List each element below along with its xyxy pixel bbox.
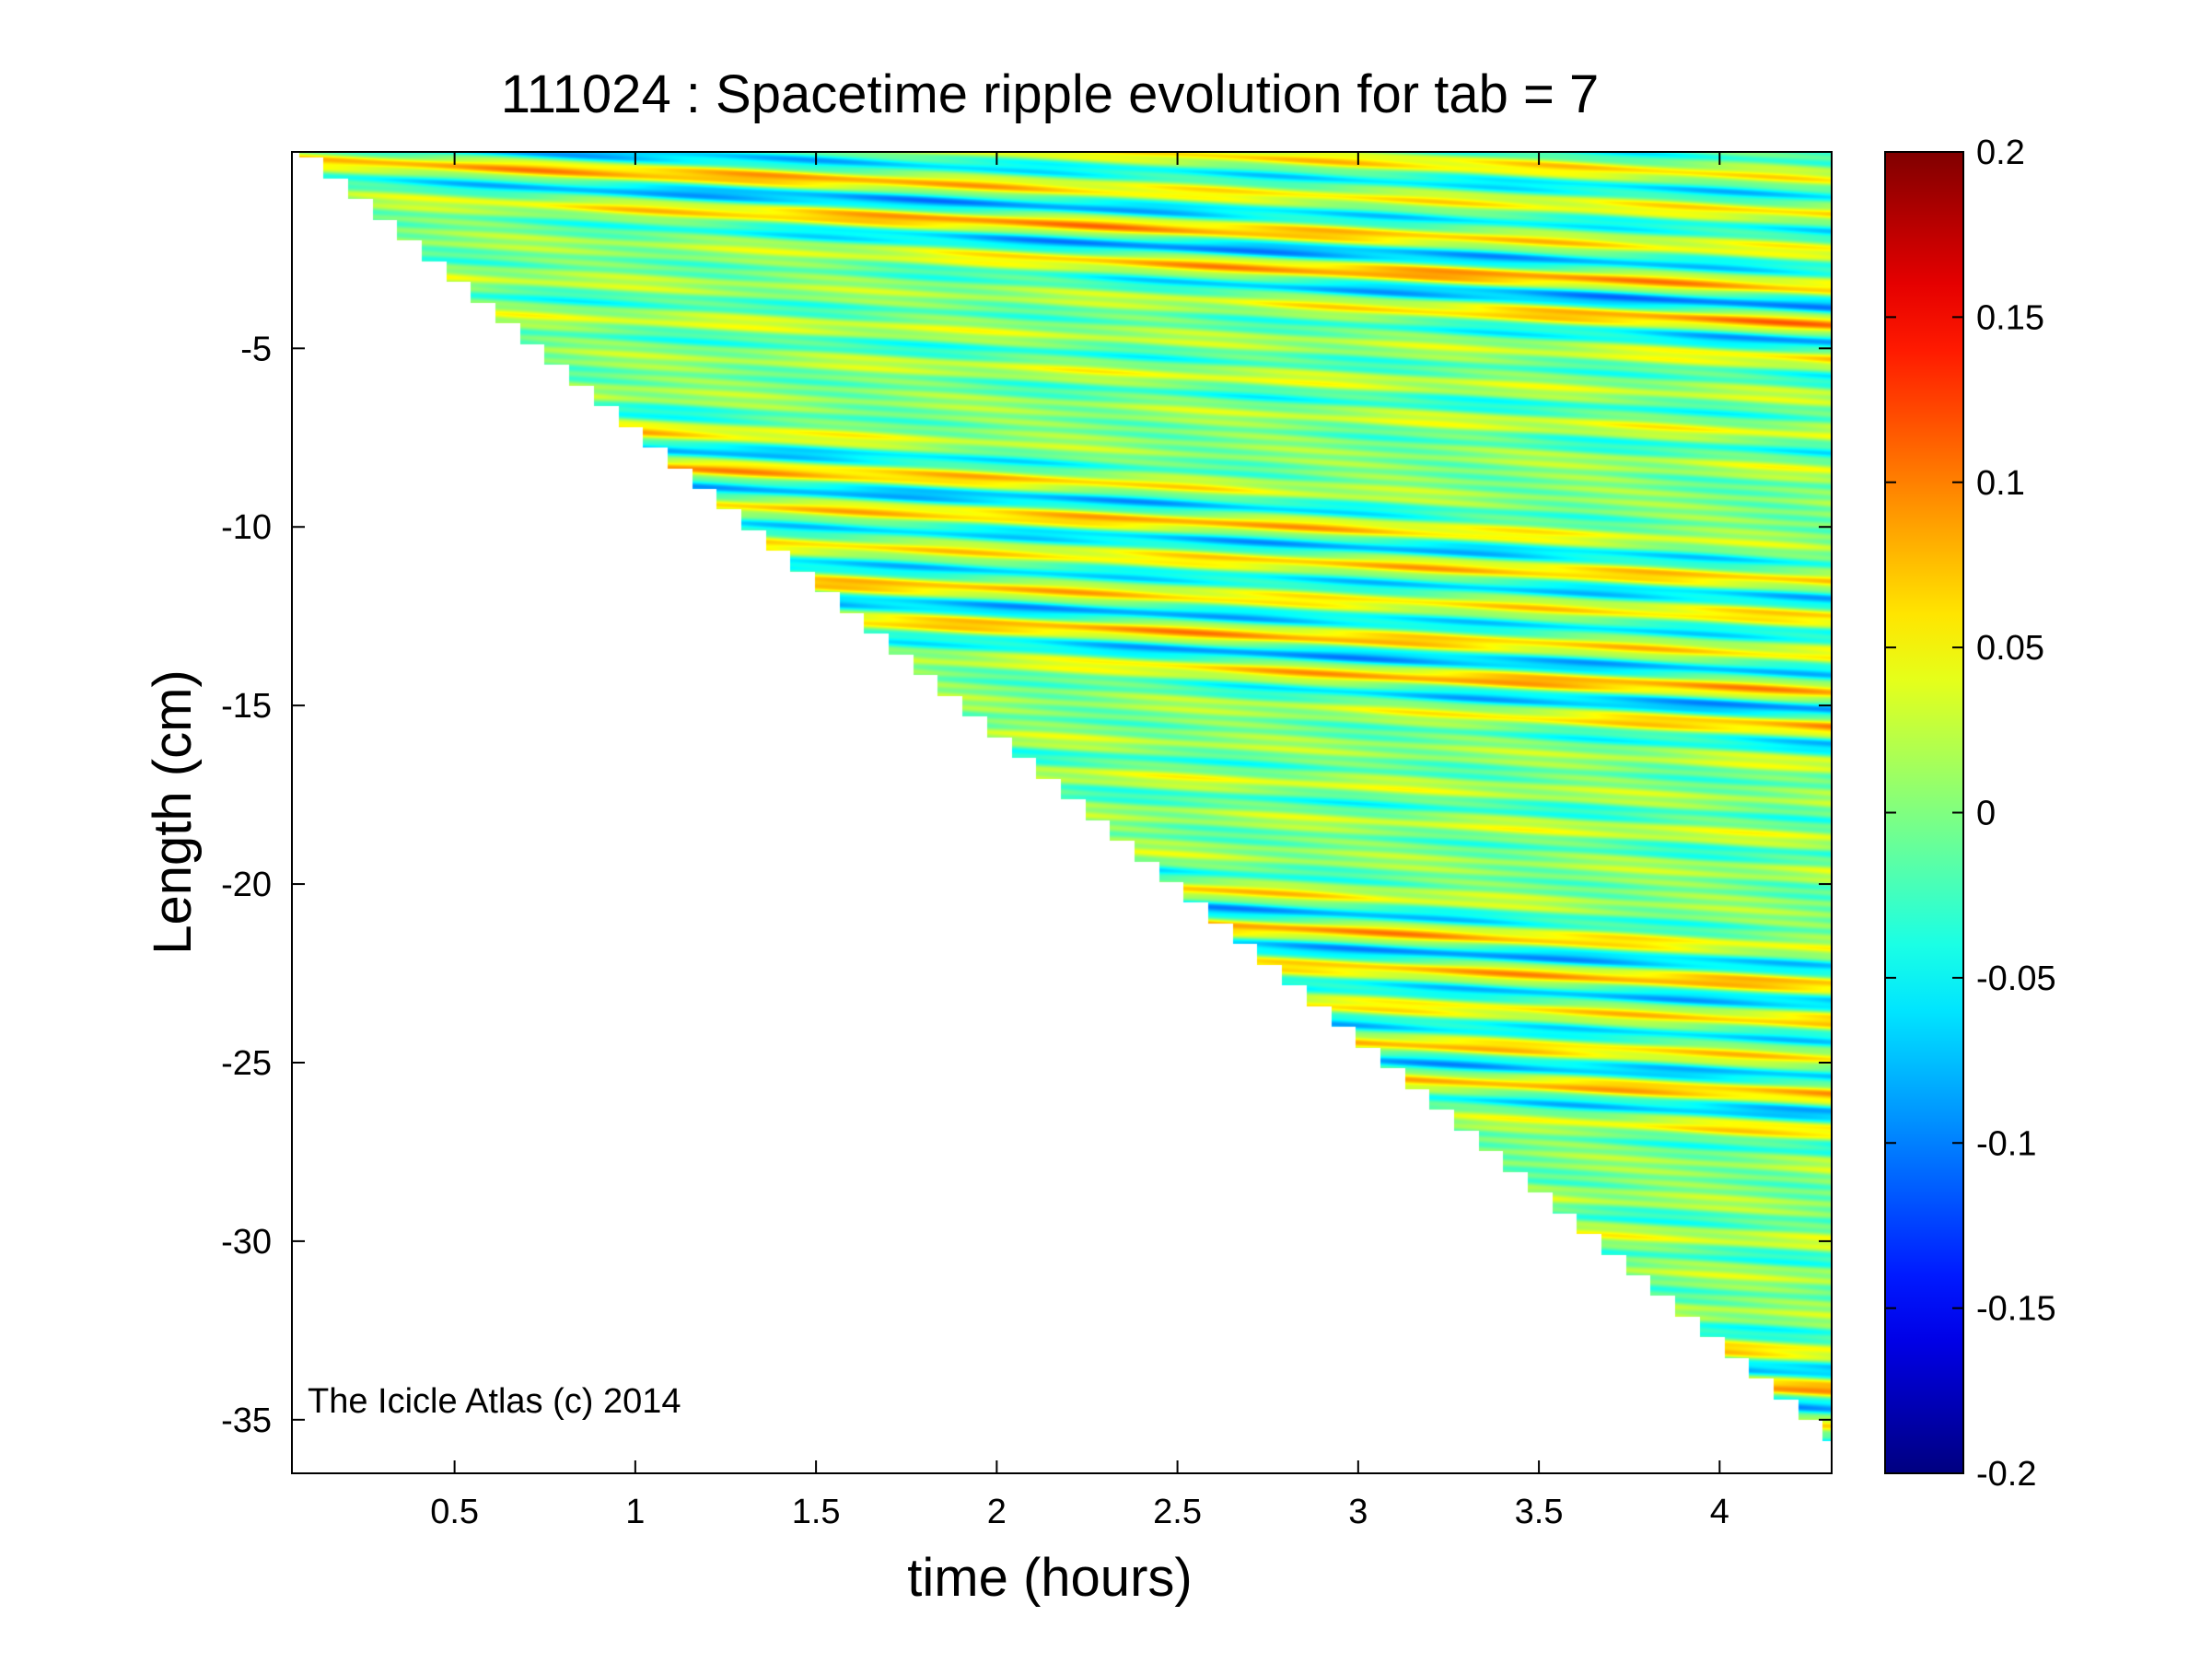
colorbar-gradient bbox=[1884, 151, 1964, 1474]
colorbar: 0.2 0.15 0.1 0.05 0 -0.05 -0.1 -0.15 -0.2 bbox=[1884, 134, 2056, 1494]
x-tick-label: 2 bbox=[987, 1493, 1007, 1531]
plot-frame bbox=[291, 151, 1833, 1474]
y-axis: -5 -10 -15 -20 -25 -30 -35 bbox=[221, 330, 1832, 1440]
y-tick-label: -35 bbox=[221, 1401, 272, 1440]
y-tick-label: -5 bbox=[240, 330, 272, 368]
colorbar-tick-label: 0.15 bbox=[1976, 298, 2044, 337]
y-tick-label: -10 bbox=[221, 508, 272, 547]
y-tick-label: -25 bbox=[221, 1044, 272, 1083]
colorbar-tick-label: 0 bbox=[1976, 795, 1996, 833]
y-axis-label: Length (cm) bbox=[143, 669, 203, 954]
x-tick-label: 1.5 bbox=[792, 1493, 841, 1531]
heatmap-image bbox=[292, 152, 1832, 1473]
x-tick-label: 3 bbox=[1348, 1493, 1368, 1531]
x-tick-label: 4 bbox=[1710, 1493, 1729, 1531]
colorbar-tick-label: -0.05 bbox=[1976, 959, 2056, 998]
copyright-annotation: The Icicle Atlas (c) 2014 bbox=[308, 1382, 681, 1421]
x-tick-label: 2.5 bbox=[1153, 1493, 1202, 1531]
y-tick-label: -15 bbox=[221, 687, 272, 726]
colorbar-tick-label: 0.1 bbox=[1976, 464, 2025, 503]
y-tick-label: -20 bbox=[221, 866, 272, 904]
chart-title: 111024 : Spacetime ripple evolution for … bbox=[501, 64, 1599, 124]
y-tick-label: -30 bbox=[221, 1223, 272, 1262]
colorbar-tick-label: 0.05 bbox=[1976, 629, 2044, 668]
x-tick-label: 3.5 bbox=[1515, 1493, 1564, 1531]
colorbar-tick-label: -0.2 bbox=[1976, 1455, 2036, 1494]
x-axis: 0.5 1 1.5 2 2.5 3 3.5 4 bbox=[430, 152, 1729, 1531]
x-tick-label: 0.5 bbox=[430, 1493, 479, 1531]
x-axis-label: time (hours) bbox=[907, 1548, 1192, 1608]
colorbar-tick-label: 0.2 bbox=[1976, 134, 2025, 172]
colorbar-tick-label: -0.1 bbox=[1976, 1124, 2036, 1163]
x-tick-label: 1 bbox=[625, 1493, 645, 1531]
colorbar-tick-label: -0.15 bbox=[1976, 1290, 2056, 1329]
heatmap-layer bbox=[292, 152, 1832, 1473]
